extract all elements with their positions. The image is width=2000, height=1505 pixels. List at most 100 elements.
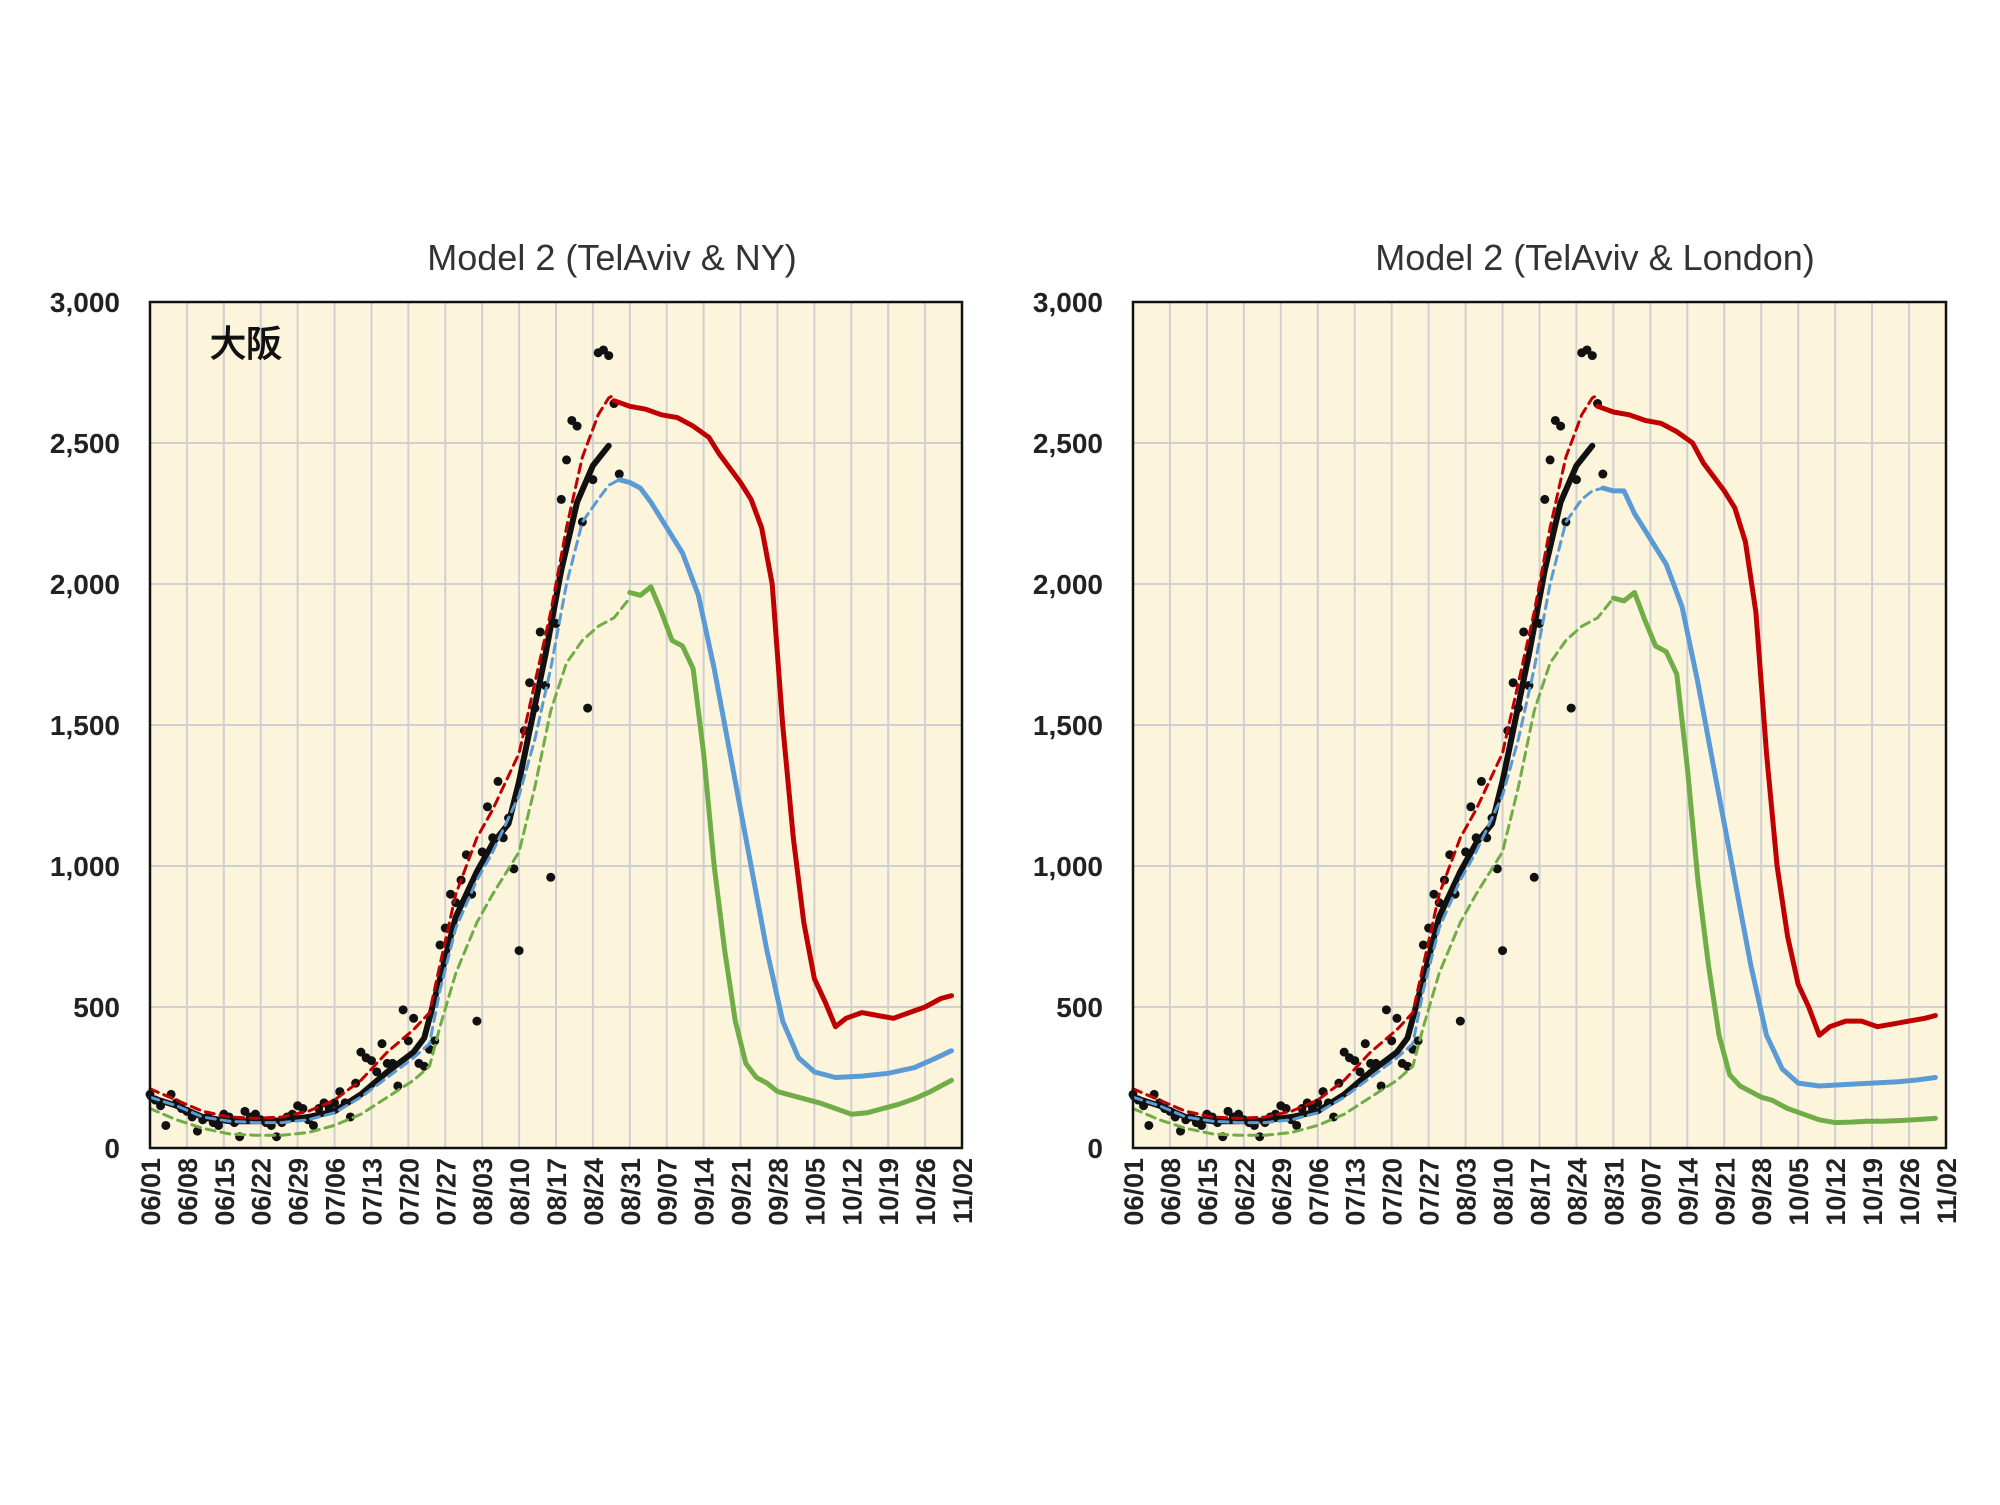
data-point <box>1587 351 1597 361</box>
data-point <box>1376 1081 1386 1091</box>
data-point <box>366 1056 376 1066</box>
data-point <box>1582 345 1592 355</box>
y-tick-label: 3,000 <box>1033 287 1103 318</box>
x-tick-label: 08/03 <box>1452 1158 1482 1226</box>
x-tick-label: 06/08 <box>173 1158 203 1226</box>
series-line-dashed <box>148 596 632 1137</box>
x-tick-label: 08/31 <box>616 1158 646 1226</box>
x-tick-label: 07/20 <box>1378 1158 1408 1226</box>
x-tick-label: 06/22 <box>247 1158 277 1226</box>
y-tick-label: 2,500 <box>50 428 120 459</box>
series-line-dashed <box>148 478 621 1125</box>
city-annotation: 大阪 <box>210 323 282 364</box>
y-tick-label: 500 <box>1056 992 1103 1023</box>
x-tick-label: 09/14 <box>1673 1158 1703 1226</box>
data-point <box>1392 1013 1402 1023</box>
data-point <box>535 627 545 637</box>
data-point <box>1556 421 1566 431</box>
data-point <box>1476 776 1486 786</box>
y-tick-label: 2,500 <box>1033 428 1103 459</box>
series-line-dashed <box>1131 393 1600 1120</box>
data-point <box>356 1047 366 1057</box>
x-tick-label: 06/01 <box>1119 1158 1149 1226</box>
data-point <box>1492 864 1502 874</box>
x-tick-label: 10/19 <box>1858 1158 1888 1226</box>
data-point <box>240 1106 250 1116</box>
data-point <box>482 802 492 812</box>
x-tick-label: 11/02 <box>948 1158 978 1224</box>
series-line-dashed <box>1131 596 1615 1137</box>
data-point <box>1598 469 1608 479</box>
data-point <box>393 1081 403 1091</box>
data-point <box>1540 494 1550 504</box>
series-line-solid <box>1595 403 1938 1038</box>
y-tick-label: 1,500 <box>1033 710 1103 741</box>
data-point <box>1387 1036 1397 1046</box>
x-tick-label: 07/20 <box>394 1158 424 1226</box>
x-tick-label: 09/14 <box>690 1158 720 1226</box>
x-tick-label: 06/22 <box>1230 1158 1260 1226</box>
data-point <box>567 415 577 425</box>
series-line-solid <box>1600 485 1938 1089</box>
x-tick-label: 09/28 <box>1747 1158 1777 1226</box>
y-tick-label: 500 <box>73 992 120 1023</box>
data-point <box>472 1016 482 1026</box>
series-line-solid <box>1610 590 1938 1126</box>
data-point <box>556 494 566 504</box>
x-tick-label: 10/26 <box>911 1158 941 1226</box>
x-tick-label: 07/06 <box>1304 1158 1334 1226</box>
data-point <box>298 1104 308 1114</box>
data-point <box>1234 1109 1244 1119</box>
data-point <box>525 678 535 688</box>
data-point <box>614 469 624 479</box>
data-point <box>1498 946 1508 956</box>
y-tick-label: 1,000 <box>1033 851 1103 882</box>
y-tick-label: 3,000 <box>50 287 120 318</box>
data-point <box>1519 627 1529 637</box>
x-tick-label: 10/19 <box>874 1158 904 1226</box>
data-point <box>1355 1067 1365 1077</box>
data-point <box>1281 1104 1291 1114</box>
y-tick-label: 0 <box>1087 1133 1103 1164</box>
x-tick-label: 09/07 <box>653 1158 683 1226</box>
series-line-solid <box>616 477 954 1080</box>
data-point <box>1360 1039 1370 1049</box>
data-point <box>1529 872 1539 882</box>
data-point <box>1566 703 1576 713</box>
x-tick-label: 08/31 <box>1599 1158 1629 1226</box>
data-point <box>398 1005 408 1015</box>
data-point <box>372 1067 382 1077</box>
data-point <box>1223 1106 1233 1116</box>
chart-title: Model 2 (TelAviv & London) <box>1375 237 1815 278</box>
data-point <box>1508 678 1518 688</box>
data-point <box>161 1120 171 1130</box>
data-point <box>493 776 503 786</box>
x-tick-label: 07/13 <box>1341 1158 1371 1226</box>
data-point <box>1466 802 1476 812</box>
x-tick-label: 10/26 <box>1895 1158 1925 1226</box>
x-tick-label: 08/24 <box>1562 1158 1592 1226</box>
x-tick-label: 10/12 <box>1821 1158 1851 1226</box>
x-tick-label: 06/15 <box>1193 1158 1223 1226</box>
chart-title: Model 2 (TelAviv & NY) <box>427 237 796 278</box>
data-point <box>562 455 572 465</box>
x-tick-label: 06/01 <box>136 1158 166 1226</box>
x-tick-label: 08/24 <box>579 1158 609 1226</box>
data-point <box>546 872 556 882</box>
x-tick-label: 08/10 <box>505 1158 535 1226</box>
data-point <box>308 1120 318 1130</box>
series-line-dashed <box>148 393 616 1120</box>
data-point <box>604 351 614 361</box>
data-point <box>583 703 593 713</box>
data-point <box>1144 1120 1154 1130</box>
data-point <box>1545 455 1555 465</box>
x-tick-label: 09/21 <box>1710 1158 1740 1226</box>
x-tick-label: 06/29 <box>1267 1158 1297 1226</box>
series-line-solid <box>611 398 954 1030</box>
series-line-solid <box>627 584 954 1117</box>
y-tick-label: 1,000 <box>50 851 120 882</box>
x-tick-label: 09/21 <box>727 1158 757 1226</box>
x-tick-label: 07/27 <box>1415 1158 1445 1226</box>
series-line-dashed <box>1131 486 1605 1125</box>
x-tick-label: 08/10 <box>1489 1158 1519 1226</box>
